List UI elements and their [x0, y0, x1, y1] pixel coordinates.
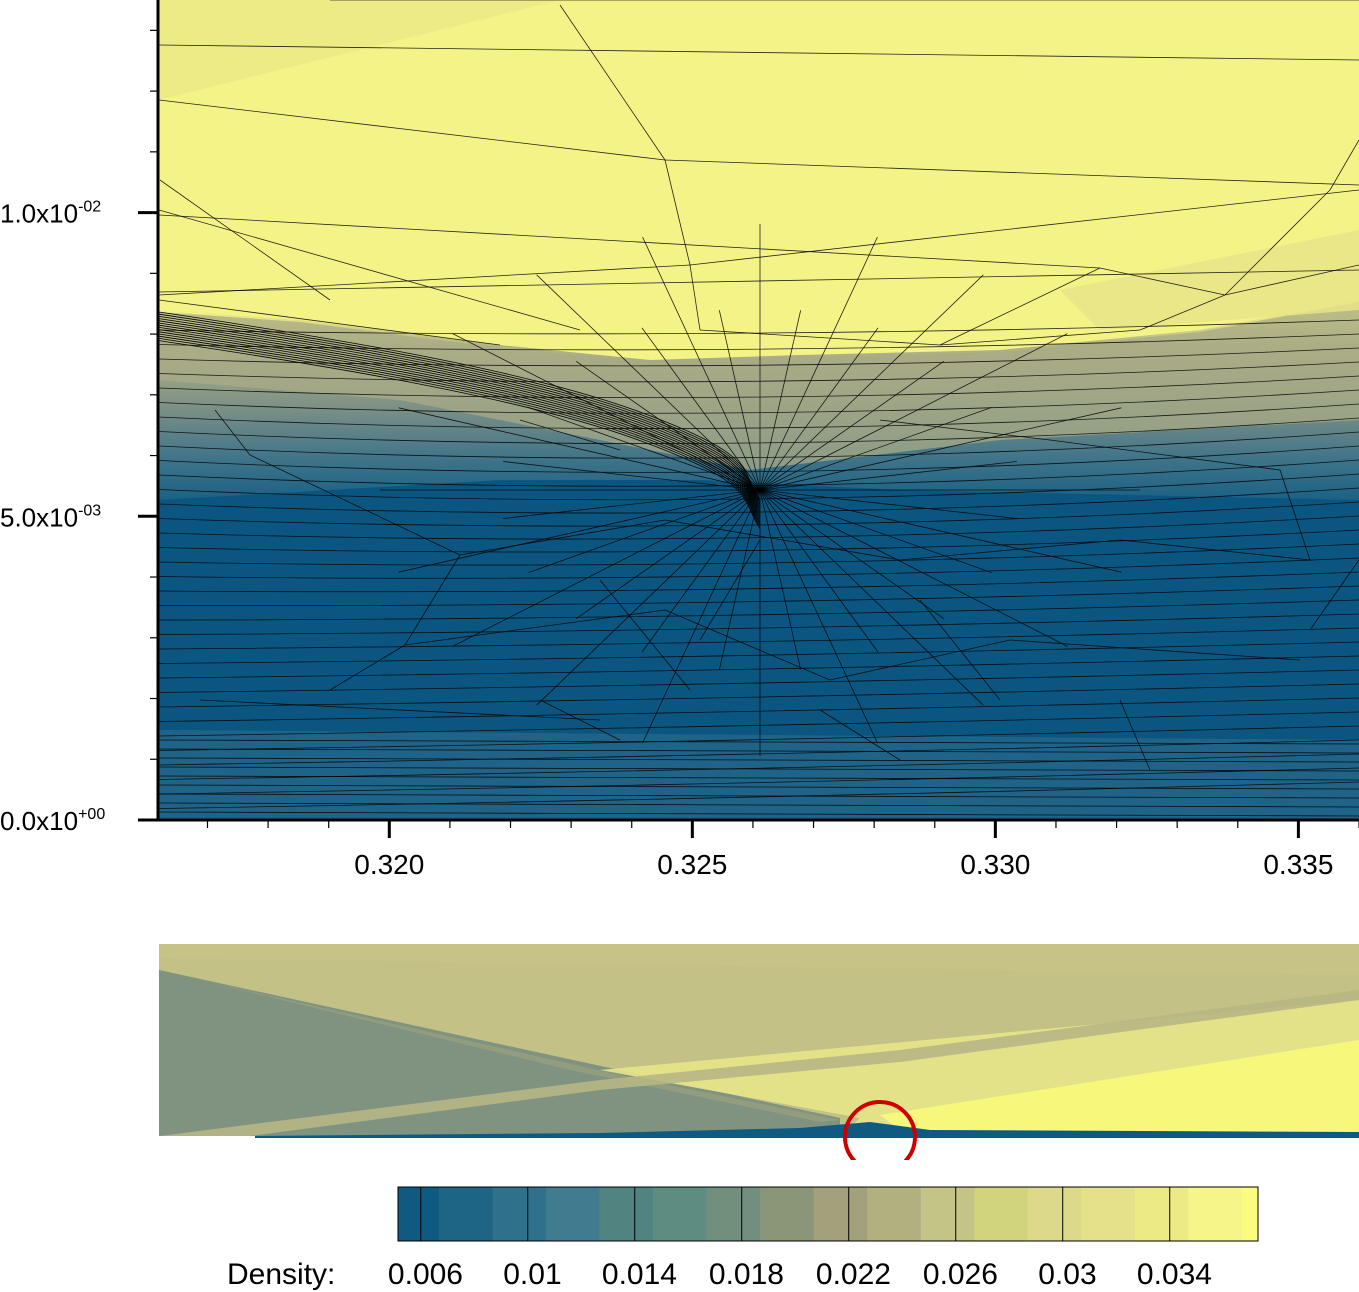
colorbar-tick-label: 0.022: [816, 1258, 891, 1291]
colorbar-swatch: [398, 1187, 440, 1241]
colorbar-swatch: [492, 1187, 547, 1241]
y-axis-ticks: 0.0x10+00 5.0x10-03 1.0x10-02: [0, 29, 158, 836]
colorbar-swatch: [439, 1187, 493, 1241]
colorbar-swatch: [1081, 1187, 1135, 1241]
colorbar-tick-label: 0.034: [1137, 1258, 1212, 1291]
colorbar-swatches: [398, 1187, 1258, 1241]
overview-contour-plot: [159, 944, 1359, 1160]
highlight-circle-marker: [843, 1100, 917, 1160]
colorbar-tick-label: 0.03: [1038, 1258, 1096, 1291]
main-contour-plot: 0.320 0.325 0.330 0.335 0.0x10+00 5.0x10-03 1…: [0, 0, 1359, 880]
overview-reflected-band: [160, 990, 1359, 1136]
colorbar-swatch: [1134, 1187, 1189, 1241]
shock-layer-region: [159, 302, 1359, 470]
wall-layer-region: [159, 730, 1359, 820]
x-axis-ticks: 0.320 0.325 0.330 0.335: [206, 820, 1359, 880]
free-stream-region: [159, 0, 1359, 360]
colorbar-swatch: [1188, 1187, 1242, 1241]
colorbar-swatch: [920, 1187, 975, 1241]
shock-mesh-cluster: [159, 311, 761, 529]
x-tick-label: 0.330: [960, 849, 1030, 880]
plot-area: [159, 0, 1359, 820]
colorbar-tick-labels: 0.006 0.01 0.014 0.018 0.022 0.026 0.03 0.034: [388, 1258, 1212, 1291]
upper-right-band: [1060, 230, 1359, 330]
colorbar-swatch: [760, 1187, 814, 1241]
colorbar-swatch: [974, 1187, 1028, 1241]
y-tick-label: 5.0x10-03: [0, 502, 101, 532]
overview-mid-band: [159, 944, 1359, 975]
colorbar-swatch: [546, 1187, 600, 1241]
colorbar-tick-label: 0.01: [503, 1258, 561, 1291]
colorbar-tick-label: 0.026: [923, 1258, 998, 1291]
computational-mesh: [159, 0, 1359, 817]
overview-bright-fan: [880, 1040, 1359, 1136]
colorbar-label: Density:: [227, 1258, 335, 1291]
y-tick-label: 0.0x10+00: [0, 806, 105, 836]
colorbar-swatch: [1241, 1187, 1258, 1241]
x-tick-label: 0.320: [354, 849, 424, 880]
overview-boundary-layer: [255, 1122, 1359, 1138]
colorbar-tick-label: 0.018: [709, 1258, 784, 1291]
colorbar-tick-label: 0.014: [602, 1258, 677, 1291]
y-tick-label: 1.0x10-02: [0, 199, 101, 229]
colorbar-swatch: [867, 1187, 921, 1241]
overview-shock-band: [159, 970, 840, 1122]
colorbar-tick-label: 0.006: [388, 1258, 463, 1291]
colorbar-swatch: [653, 1187, 707, 1241]
density-colorbar: Density: 0.006 0.01 0.014 0.018 0.022 0.026 0.…: [227, 1186, 1259, 1291]
colorbar-swatch: [706, 1187, 761, 1241]
colorbar-swatch: [813, 1187, 868, 1241]
x-tick-label: 0.325: [657, 849, 727, 880]
boundary-layer-region: [159, 480, 1359, 740]
colorbar-swatch: [1027, 1187, 1082, 1241]
upper-left-band: [159, 0, 560, 100]
overview-upstream-region: [159, 970, 840, 1136]
colorbar-swatch: [599, 1187, 654, 1241]
x-tick-label: 0.335: [1263, 849, 1333, 880]
colorbar-frame: [397, 1186, 1259, 1242]
